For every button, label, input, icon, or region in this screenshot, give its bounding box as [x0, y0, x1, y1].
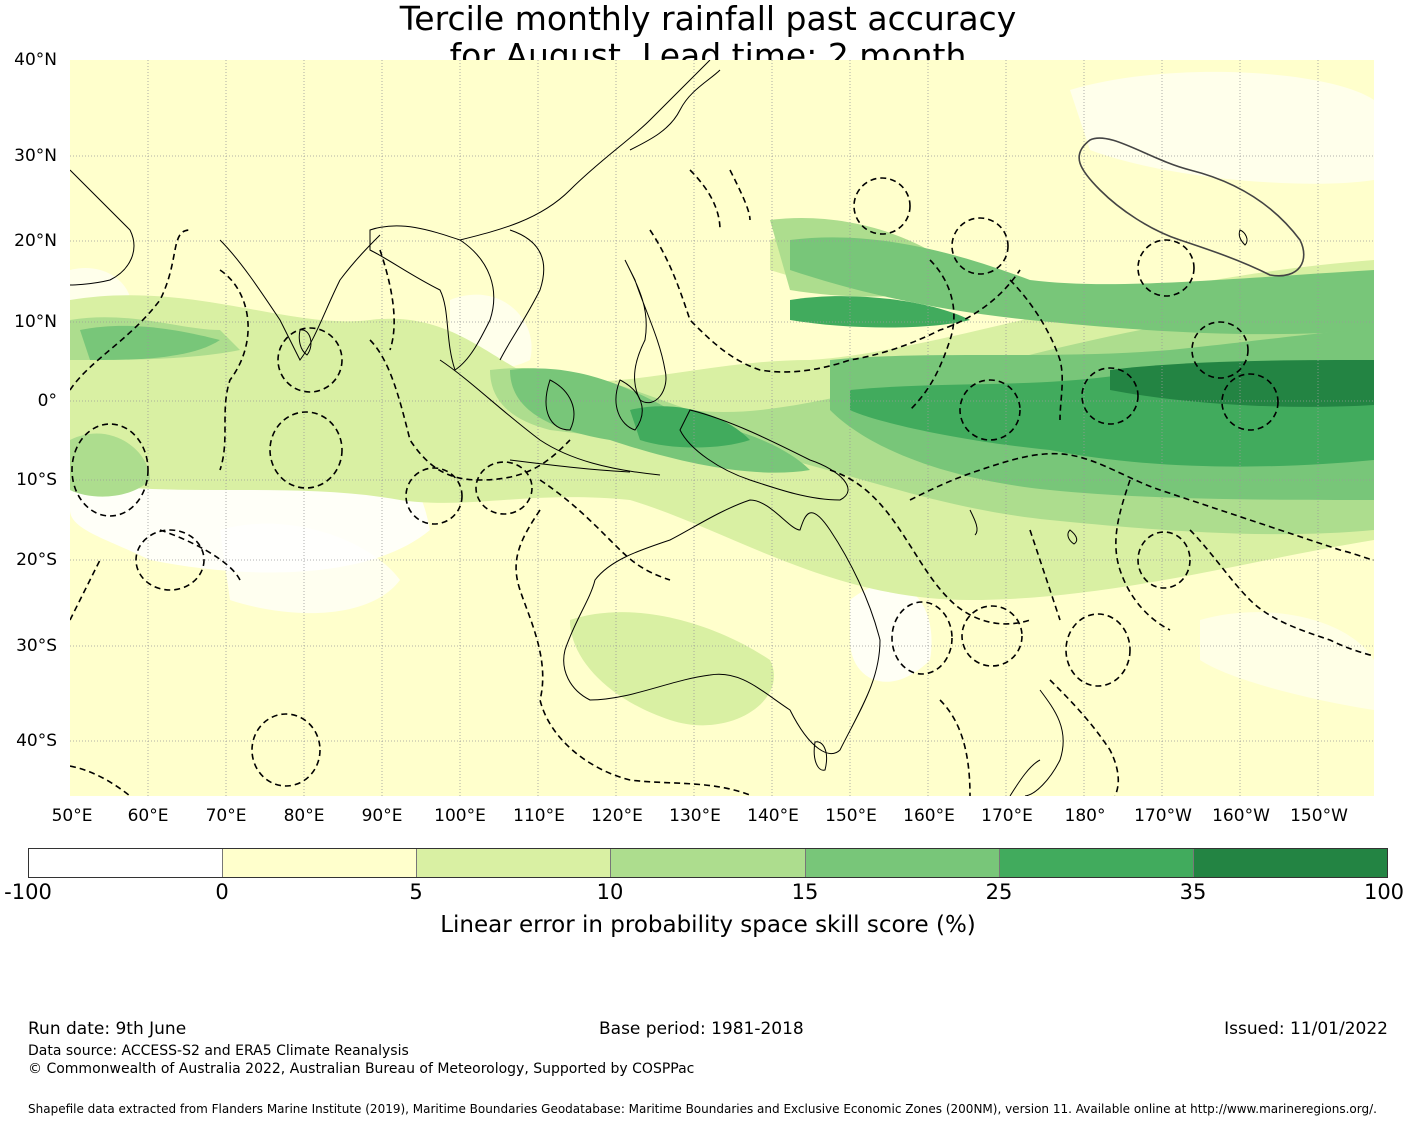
colorbar-tick-label: 10: [596, 880, 624, 904]
lat-label-40n: 40°N: [14, 50, 57, 70]
colorbar-segment: [999, 849, 1194, 877]
coastlines: [70, 60, 1248, 796]
lat-label-10n: 10°N: [14, 312, 57, 332]
colorbar-segment: [417, 849, 612, 877]
colorbar-tick-label: 35: [1179, 880, 1207, 904]
lon-label-60e: 60°E: [127, 806, 169, 826]
colorbar-tick-label: 100: [1363, 880, 1405, 904]
lon-label-100e: 100°E: [434, 806, 486, 826]
lon-label-120e: 120°E: [591, 806, 643, 826]
colorbar-tick-label: 15: [791, 880, 819, 904]
lat-label-20n: 20°N: [14, 231, 57, 251]
lon-label-110e: 110°E: [513, 806, 565, 826]
issued-date: Issued: 11/01/2022: [1224, 1019, 1388, 1039]
colorbar-segment: [805, 849, 1000, 877]
lon-label-160w: 160°W: [1212, 806, 1270, 826]
lon-label-160e: 160°E: [903, 806, 955, 826]
lat-label-0: 0°: [37, 391, 57, 411]
lon-label-90e: 90°E: [361, 806, 403, 826]
lat-label-10s: 10°S: [16, 470, 57, 490]
run-date: Run date: 9th June: [28, 1019, 187, 1039]
colorbar-title: Linear error in probability space skill …: [440, 912, 976, 938]
lon-label-150e: 150°E: [825, 806, 877, 826]
lon-label-170e: 170°E: [981, 806, 1033, 826]
lat-label-30s: 30°S: [16, 636, 57, 656]
lon-label-170w: 170°W: [1134, 806, 1192, 826]
colorbar-tick-label: 0: [215, 880, 229, 904]
colorbar-segment: [223, 849, 418, 877]
lon-label-50e: 50°E: [51, 806, 93, 826]
colorbar: [28, 848, 1388, 878]
colorbar-segment: [29, 849, 224, 877]
base-period: Base period: 1981-2018: [599, 1019, 804, 1039]
lat-label-30n: 30°N: [14, 146, 57, 166]
lon-label-180: 180°: [1064, 806, 1106, 826]
copyright-notice: © Commonwealth of Australia 2022, Austra…: [28, 1061, 695, 1077]
colorbar-tick-label: 5: [409, 880, 423, 904]
eez-boundaries: [70, 169, 1374, 796]
map-canvas: [70, 60, 1374, 796]
lon-label-70e: 70°E: [205, 806, 247, 826]
lon-label-140e: 140°E: [747, 806, 799, 826]
chart-title-line-1: Tercile monthly rainfall past accuracy: [399, 0, 1017, 38]
colorbar-segment: [1193, 849, 1387, 877]
lat-label-40s: 40°S: [16, 731, 57, 751]
lon-label-150w: 150°W: [1290, 806, 1348, 826]
lat-label-20s: 20°S: [16, 550, 57, 570]
shapefile-credit: Shapefile data extracted from Flanders M…: [28, 1102, 1377, 1116]
lon-label-80e: 80°E: [283, 806, 325, 826]
skill-field: [70, 71, 1374, 726]
skill-score-map: [70, 60, 1374, 796]
colorbar-tick-label: -100: [4, 880, 52, 904]
data-source: Data source: ACCESS-S2 and ERA5 Climate …: [28, 1043, 409, 1059]
colorbar-tick-label: 25: [985, 880, 1013, 904]
hawaii-eez-boundary: [1078, 137, 1305, 277]
colorbar-segment: [611, 849, 806, 877]
lon-label-130e: 130°E: [669, 806, 721, 826]
